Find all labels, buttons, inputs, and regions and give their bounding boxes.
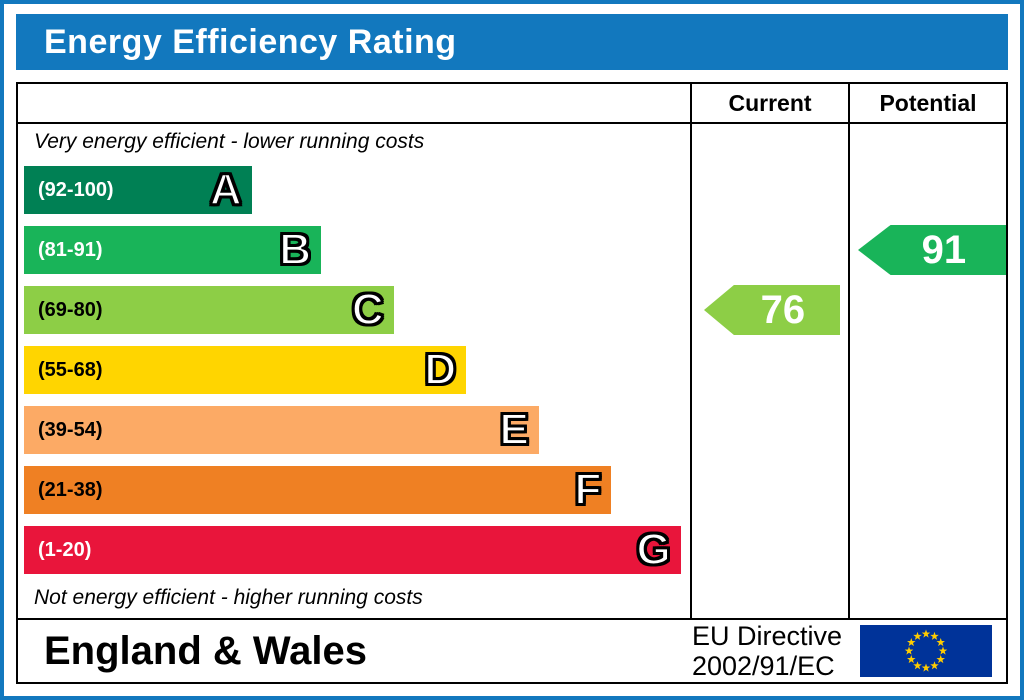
efficiency-note-top: Very energy efficient - lower running co… — [34, 130, 425, 153]
bar-area: Very energy efficient - lower running co… — [18, 124, 690, 618]
potential-value: 91 — [921, 227, 967, 272]
header-row: Current Potential — [18, 84, 1006, 124]
band-row-b: (81-91) B — [24, 226, 321, 274]
band-row-a: (92-100) A — [24, 166, 252, 214]
band-range-e: (39-54) — [38, 418, 103, 441]
header-spacer — [18, 84, 690, 122]
potential-arrow: 91 — [858, 225, 1006, 275]
band-letter-a: A — [209, 165, 243, 214]
current-column: 76 — [690, 124, 848, 618]
band-letter-e: E — [498, 405, 529, 454]
band-range-d: (55-68) — [38, 358, 103, 381]
current-column-header: Current — [690, 84, 848, 122]
band-row-f: (21-38) F — [24, 465, 612, 514]
eu-flag-icon — [860, 625, 992, 677]
band-letter-b: B — [278, 225, 312, 274]
potential-column-header: Potential — [848, 84, 1006, 122]
eu-directive-line1: EU Directive — [691, 620, 842, 651]
rating-table: Current Potential Very energy efficient … — [16, 82, 1008, 620]
potential-column: 91 — [848, 124, 1006, 618]
eu-directive-label: EU Directive 2002/91/EC — [692, 621, 842, 681]
band-range-f: (21-38) — [38, 478, 103, 501]
band-letter-f: F — [574, 465, 603, 514]
current-arrow: 76 — [704, 285, 840, 335]
efficiency-note-bottom: Not energy efficient - higher running co… — [34, 586, 423, 609]
table-body: Very energy efficient - lower running co… — [18, 124, 1006, 618]
current-value: 76 — [760, 287, 806, 332]
region-label: England & Wales — [44, 628, 368, 673]
band-row-g: (1-20) G — [24, 526, 681, 574]
eu-directive-line2: 2002/91/EC — [691, 651, 835, 681]
band-letter-c: C — [351, 285, 385, 334]
band-letter-d: D — [423, 345, 457, 394]
footer-row: England & Wales EU Directive 2002/91/EC — [16, 620, 1008, 684]
band-range-a: (92-100) — [38, 178, 114, 201]
band-row-e: (39-54) E — [24, 406, 539, 454]
band-row-c: (69-80) C — [24, 286, 394, 334]
title-bar: Energy Efficiency Rating — [16, 14, 1008, 70]
band-range-g: (1-20) — [38, 538, 92, 561]
band-range-c: (69-80) — [38, 298, 103, 321]
band-range-b: (81-91) — [38, 238, 103, 261]
band-letter-g: G — [635, 525, 671, 574]
page-title: Energy Efficiency Rating — [44, 22, 457, 61]
band-row-d: (55-68) D — [24, 345, 467, 394]
